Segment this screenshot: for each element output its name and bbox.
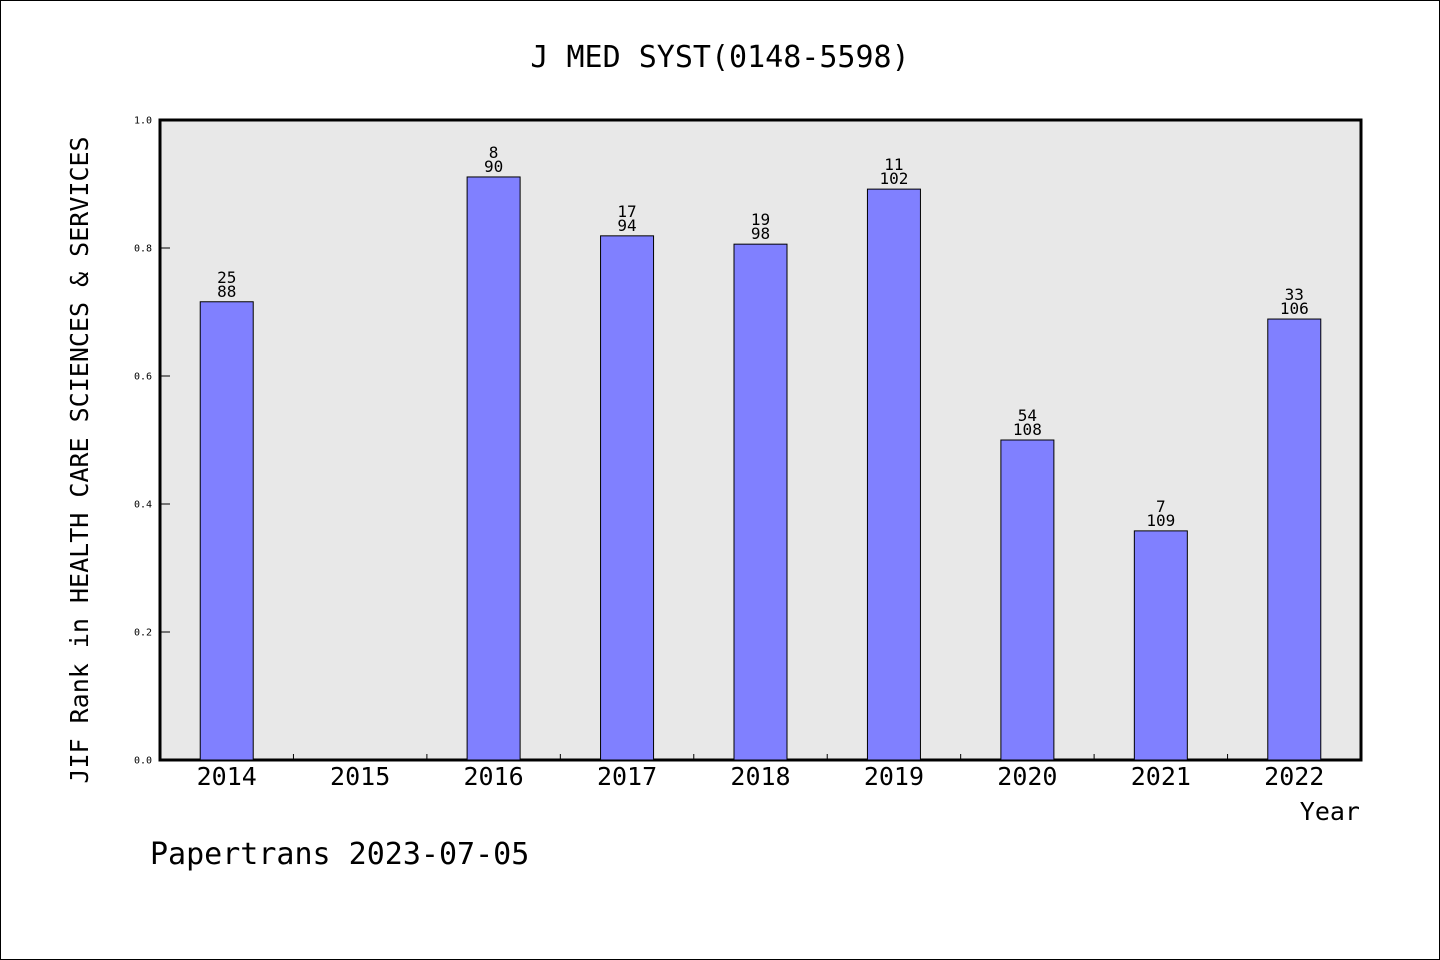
x-tick-label: 2020 bbox=[997, 762, 1057, 791]
y-axis-ticks: 0.0 0.2 0.4 0.6 0.8 1.0 bbox=[134, 116, 170, 767]
bar-2016 bbox=[466, 176, 521, 761]
y-tick-label: 0.6 bbox=[134, 372, 152, 383]
x-axis-ticks: 2014 2015 2016 2017 2018 2019 2020 2021 2022 bbox=[197, 754, 1324, 791]
rank-label-2016: 8 bbox=[489, 143, 499, 162]
x-tick-label: 2022 bbox=[1264, 762, 1324, 791]
y-tick-label: 1.0 bbox=[134, 116, 152, 127]
x-tick-label: 2021 bbox=[1131, 762, 1191, 791]
bar-2020 bbox=[1000, 439, 1055, 761]
bar-2014 bbox=[199, 301, 254, 761]
bar-2018 bbox=[733, 243, 788, 761]
y-tick-label: 0.0 bbox=[134, 756, 152, 767]
chart-title: J MED SYST(0148-5598) bbox=[530, 40, 909, 75]
bars-layer bbox=[199, 176, 1322, 761]
total-label-2019: 102 bbox=[879, 169, 908, 188]
total-label-2022: 106 bbox=[1280, 299, 1309, 318]
x-tick-label: 2016 bbox=[464, 762, 524, 791]
y-axis-label: JIF Rank in HEALTH CARE SCIENCES & SERVI… bbox=[65, 136, 94, 783]
rank-label-2014: 25 bbox=[217, 268, 236, 287]
rank-label-2017: 17 bbox=[617, 202, 636, 221]
x-tick-label: 2019 bbox=[864, 762, 924, 791]
rank-label-2018: 19 bbox=[751, 210, 770, 229]
x-tick-label: 2014 bbox=[197, 762, 257, 791]
rank-label-2021: 7 bbox=[1156, 497, 1166, 516]
x-tick-label: 2015 bbox=[330, 762, 390, 791]
rank-label-2019: 11 bbox=[884, 155, 903, 174]
y-tick-label: 0.4 bbox=[134, 500, 152, 511]
bar-2019 bbox=[866, 188, 921, 761]
total-label-2020: 108 bbox=[1013, 420, 1042, 439]
bar-2022 bbox=[1267, 318, 1322, 761]
total-label-2016: 90 bbox=[484, 157, 503, 176]
rank-label-2020: 54 bbox=[1018, 406, 1037, 425]
total-label-2018: 98 bbox=[751, 224, 770, 243]
y-tick-label: 0.8 bbox=[134, 244, 152, 255]
footer-stamp: Papertrans 2023-07-05 bbox=[150, 837, 529, 872]
rank-label-2022: 33 bbox=[1285, 285, 1304, 304]
bar-2021 bbox=[1133, 530, 1188, 761]
bar-2017 bbox=[600, 235, 655, 761]
total-label-2017: 94 bbox=[617, 216, 636, 235]
x-tick-label: 2018 bbox=[730, 762, 790, 791]
x-tick-label: 2017 bbox=[597, 762, 657, 791]
total-label-2014: 88 bbox=[217, 282, 236, 301]
y-tick-label: 0.2 bbox=[134, 628, 152, 639]
total-label-2021: 109 bbox=[1146, 511, 1175, 530]
x-axis-label: Year bbox=[1300, 797, 1360, 826]
